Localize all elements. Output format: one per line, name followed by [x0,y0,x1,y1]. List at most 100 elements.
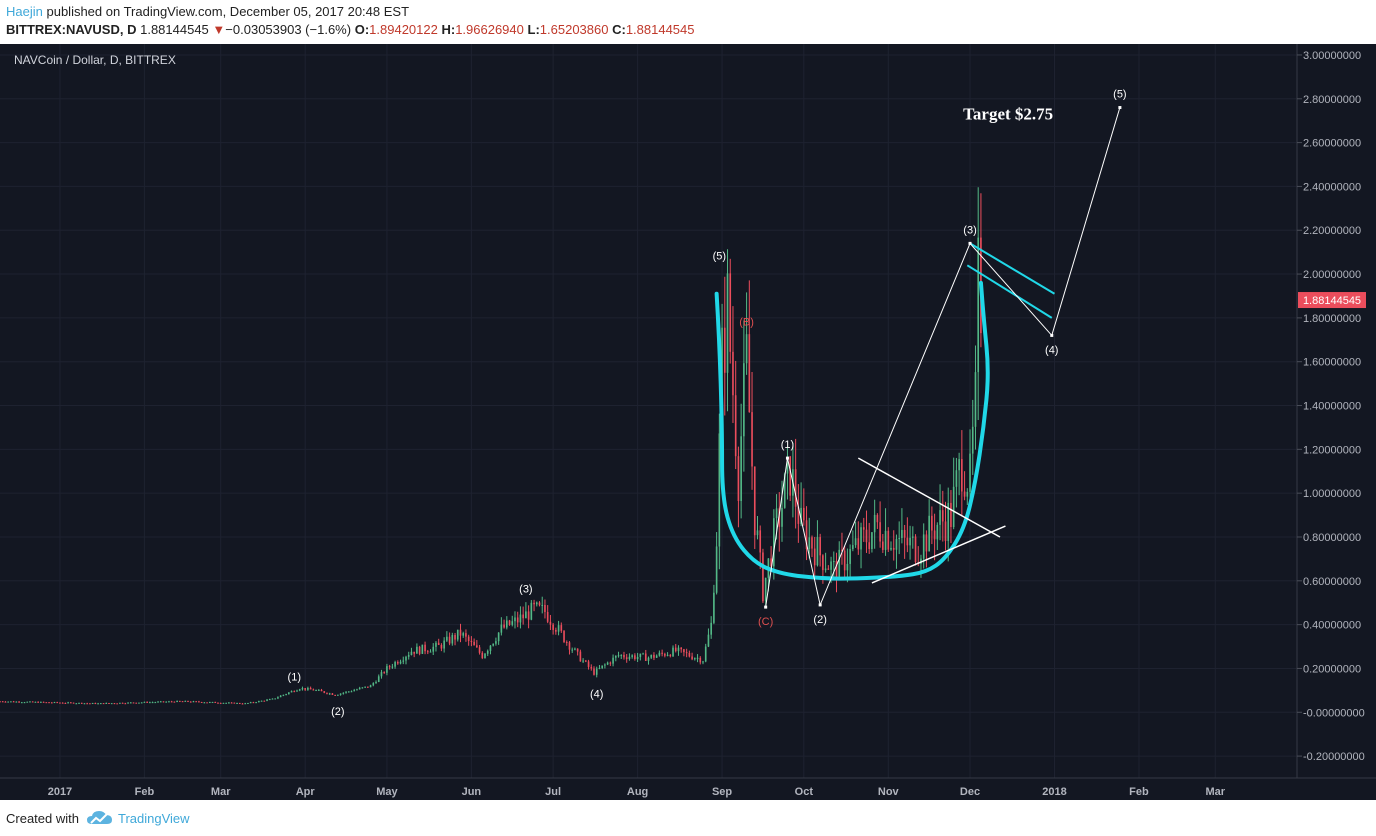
candle [424,641,426,655]
candle [102,703,105,705]
candle-body [225,702,227,704]
candle [416,643,418,654]
candle [12,700,15,703]
candle [195,701,198,703]
candle [228,702,230,704]
candle-body [950,502,952,528]
candle [628,653,631,661]
candle-body [511,621,514,625]
candle-body [173,701,176,703]
author-link[interactable]: Haejin [6,4,43,19]
candle-body [67,702,69,704]
candle [61,702,64,704]
candle [119,702,121,704]
candle [157,701,159,703]
time-tick-label: Mar [211,786,231,798]
candle-body [977,237,980,373]
time-tick-label: Apr [296,786,316,798]
candle-body [634,655,636,659]
time-tick-label: 2017 [48,786,72,798]
candle [882,534,884,553]
close-label: C: [612,22,626,37]
candle-body [208,702,211,704]
candle-body [59,702,61,704]
candle [467,634,470,646]
candle-body [759,530,762,553]
candle [653,652,655,661]
candle-body [108,702,110,704]
candle [258,700,260,703]
candle-body [685,652,688,654]
down-triangle-icon: ▼ [212,22,226,37]
candle-body [852,545,854,550]
candle-body [10,701,12,703]
tradingview-link[interactable]: TradingView [118,811,190,826]
candle [91,702,94,705]
last-price-box [1298,292,1366,309]
candle [947,487,950,562]
candle-body [347,691,350,693]
candle-body [587,661,590,667]
candle-body [696,657,699,659]
candle [233,702,236,704]
candle [377,674,380,683]
candle [756,515,759,540]
candle-body [895,538,898,550]
wave-label: (B) [739,316,754,328]
candle-body [429,651,432,653]
candle [75,703,78,705]
candle-body [557,625,560,632]
candle-body [944,521,947,541]
candle [674,643,677,653]
candle [397,660,399,665]
candle-body [268,699,271,701]
candle-body [184,700,187,702]
candle [644,649,647,662]
price-axis[interactable]: 3.00000000 2.80000000 2.60000000 2.40000000… [1297,50,1365,763]
candle [383,671,386,674]
candle-body [966,491,969,497]
candle [672,645,674,657]
candle-body [939,510,941,525]
candle [702,660,704,665]
candle [609,661,612,666]
candle [966,488,969,506]
wave-point [968,241,972,245]
candle [486,649,489,657]
ohlc-line: BITTREX:NAVUSD, D 1.88144545 ▼−0.0305390… [6,22,695,37]
candle-body [288,692,290,695]
candle [320,688,323,692]
price-tick-label: 2.60000000 [1303,138,1361,150]
candle [40,701,42,703]
candle [113,703,116,705]
chart-area[interactable]: (1) (2) (3) (4) (5) (B) (C) (1) (2) (3) (4) (5) NAV… [0,44,1376,800]
candle-body [228,702,230,704]
candle [925,530,928,568]
candle [15,701,18,703]
candle [326,692,328,695]
time-tick-label: Feb [1129,786,1149,798]
candle-body [860,527,862,550]
candle-body [672,647,674,657]
candle-body [781,507,783,527]
candle [950,490,952,544]
price-chart[interactable]: (1) (2) (3) (4) (5) (B) (C) (1) (2) (3) (4) (5) NAV… [0,44,1376,800]
tradingview-cloud-icon[interactable] [86,808,114,828]
candle [664,652,666,658]
time-axis[interactable]: 2017 Feb Mar Apr May Jun Jul Aug Sep Oct Nov Dec 201… [48,786,1226,798]
candle-body [805,520,808,549]
candle-body [797,506,800,524]
candle-body [647,657,650,661]
candle-body [726,273,729,373]
candle [514,611,516,629]
candle [263,700,266,702]
candle-body [151,702,154,704]
candle [582,658,584,664]
candle [317,689,320,691]
candle [808,517,811,559]
candle [898,521,900,555]
candle [914,534,917,566]
candle [440,643,443,652]
candle-body [857,538,860,550]
time-tick-label: Feb [135,786,155,798]
